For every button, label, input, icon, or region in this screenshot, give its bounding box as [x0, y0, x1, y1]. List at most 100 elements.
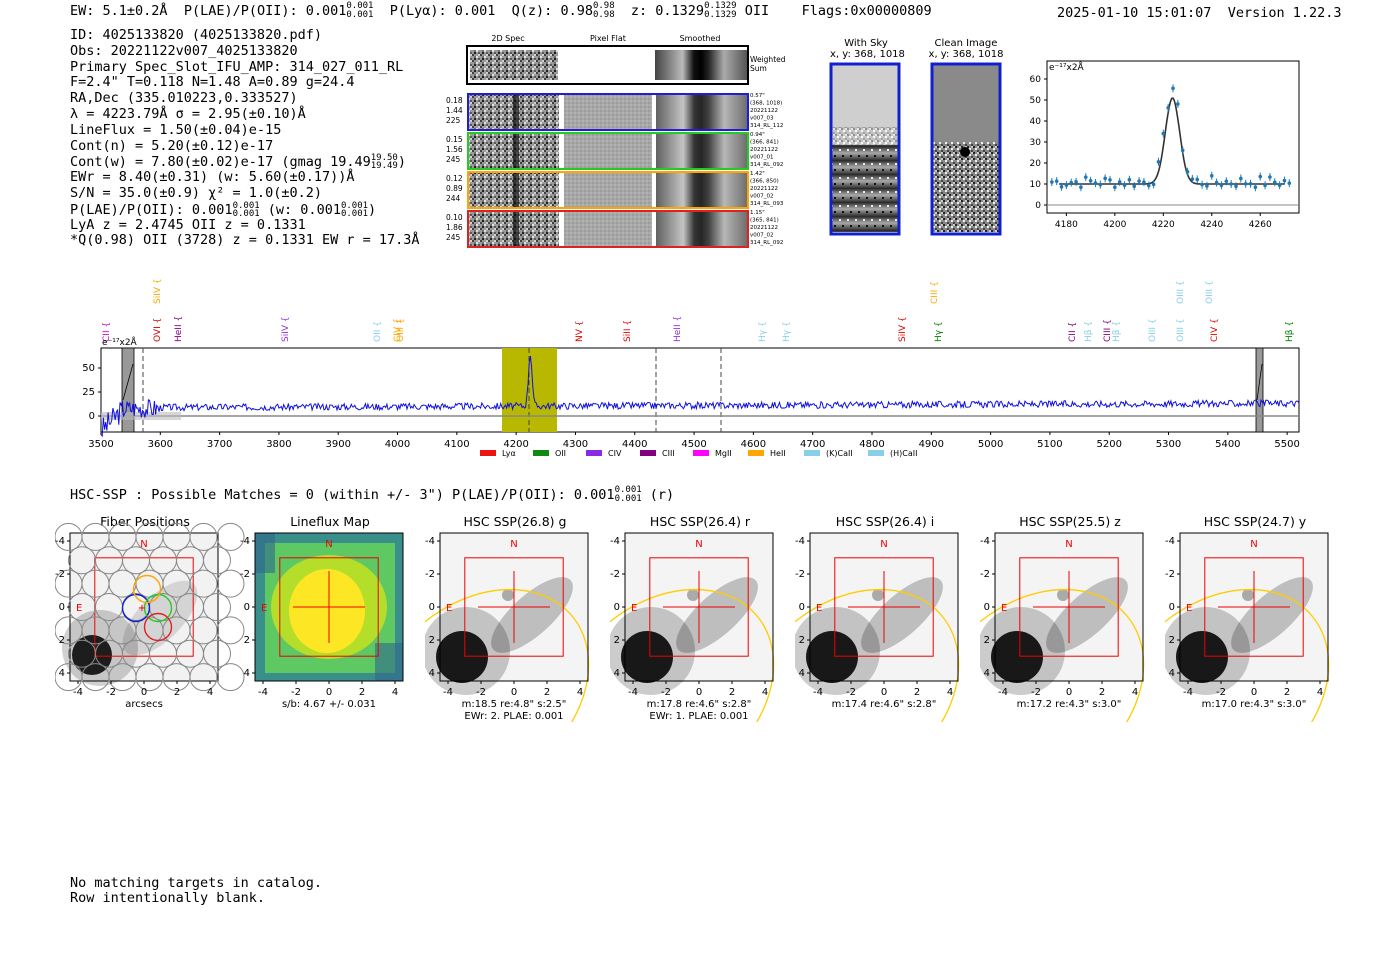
cutout-row-meta: 20221122 [750, 108, 778, 114]
zoom-data-point [1074, 180, 1078, 184]
zoom-data-point [1083, 175, 1088, 179]
cutout-smoothed [656, 94, 747, 130]
thumbnail-panel: HSC SSP(25.5) z N E -4 4 -2 2 0 0 2 -2 4 -4 m:17.2 re… [925, 512, 1170, 798]
legend-swatch [533, 450, 549, 456]
fiber-circle [216, 616, 245, 645]
plae-line-sub: 0.001 [232, 208, 260, 219]
zoom-data-point [1176, 102, 1180, 106]
aperture-box [1019, 557, 1119, 657]
thumb-x-tick: 0 [881, 687, 887, 698]
spectral-line-label-high: OIII { [1205, 280, 1215, 304]
thumb-y-tick: 0 [799, 602, 805, 613]
cutout-row-meta: v007_02 [750, 194, 774, 200]
spectrum-x-tick: 3800 [266, 439, 291, 450]
spectral-line-label: Hγ { [758, 321, 768, 342]
highlighted-fiber [143, 612, 173, 642]
cutout-smoothed [656, 133, 747, 169]
thumb-y-tick: 0 [984, 602, 990, 613]
legend-swatch [640, 450, 656, 456]
cutout-row-value: 1.56 [446, 145, 463, 154]
lineflux-line: LineFlux = 1.50(±0.04)e-15 [70, 121, 282, 138]
thumb-x-tick: -2 [846, 687, 856, 698]
thumb-x-tick: -4 [628, 687, 638, 698]
zoom-data-point [1287, 181, 1292, 185]
obs-line: Obs: 20221122v007_4025133820 [70, 42, 298, 59]
thumb-x-tick: 0 [141, 687, 147, 698]
thumb-x-tick: -4 [813, 687, 823, 698]
spectrum-x-tick: 5200 [1096, 439, 1121, 450]
legend-swatch [748, 450, 764, 456]
zoom-data-point [1243, 181, 1248, 186]
zoom-data-point [1282, 178, 1287, 183]
flags-value: Flags:0x00000809 [801, 3, 932, 19]
cutout-row-meta: (365, 841) [750, 218, 779, 224]
legend-label: (K)CaII [826, 449, 853, 458]
spectrum-y-tick: 50 [82, 363, 95, 374]
thumb-y-tick: -4 [425, 536, 435, 547]
thumbnail-caption: m:17.2 re:4.3" s:3.0" [1017, 699, 1122, 710]
zoom-data-point [1219, 183, 1224, 188]
hsc-band: (r) [649, 487, 675, 503]
zoom-data-point [1059, 184, 1064, 189]
zoom-y-tick: 40 [1030, 117, 1042, 127]
thumbnail-panel: Lineflux Map N E -4 4 -2 2 0 0 2 -2 4 -4 s/b: 4.67 +/… [240, 512, 430, 722]
weighted-smoothed [655, 50, 747, 80]
thumb-x-tick: 2 [174, 687, 180, 698]
legend-label: OII [555, 449, 566, 458]
sky-images [829, 62, 1002, 236]
thumb-x-tick: 2 [1284, 687, 1290, 698]
line-zoom-plot: e⁻¹⁷x2Å 0 10 20 30 40 50 60 4180 4200 4220 4240 42… [1030, 60, 1300, 230]
footer-line-2: Row intentionally blank. [70, 890, 266, 906]
cutout-row-meta: 314_RL_092 [750, 162, 783, 168]
cutout-row-value: 0.18 [446, 96, 463, 105]
thumb-x-tick: -4 [73, 687, 83, 698]
legend-swatch [586, 450, 602, 456]
spectrum-x-tick: 3500 [88, 439, 113, 450]
cutout-row-meta: v007_02 [750, 233, 774, 239]
zoom-data-point [1122, 183, 1127, 188]
thumb-x-tick: -2 [476, 687, 486, 698]
thumb-x-tick: -2 [1031, 687, 1041, 698]
spectrum-x-tick: 4800 [859, 439, 884, 450]
contw-line: Cont(w) = 7.80(±0.02)e-17 (gmag 19.4919.… [70, 153, 406, 172]
north-label: N [1250, 539, 1257, 550]
plae-sub: 0.001 [346, 10, 374, 20]
thumb-y-tick: -4 [980, 536, 990, 547]
spectrum-x-tick: 5500 [1274, 439, 1299, 450]
spectrum-x-tick: 5000 [978, 439, 1003, 450]
zoom-data-point [1088, 178, 1093, 183]
thumbnail-title: HSC SSP(26.8) g [464, 514, 567, 529]
cutout-row-meta: 314_RL_092 [750, 240, 783, 246]
fiber-circle [216, 569, 245, 598]
thumb-x-tick: 2 [544, 687, 550, 698]
cutout-flat [564, 133, 652, 169]
zoom-data-point [1200, 182, 1204, 187]
detection-info: ID: 4025133820 (4025133820.pdf) Obs: 202… [70, 27, 420, 249]
north-label: N [140, 539, 147, 550]
zoom-data-point [1156, 159, 1161, 164]
thumb-x-tick: -2 [291, 687, 301, 698]
zoom-data-point [1108, 178, 1112, 182]
legend-swatch [693, 450, 709, 456]
thumb-y-tick: -4 [795, 536, 805, 547]
qz-sub: 0.98 [592, 10, 615, 20]
fiber-circle [216, 663, 245, 692]
spectrum-unit-label: e⁻¹⁷x2Å [102, 336, 138, 348]
zoom-data-point [1205, 184, 1209, 188]
cutout-row-value: 245 [446, 233, 461, 242]
thumb-x-tick: -2 [1216, 687, 1226, 698]
thumb-x-tick: -2 [106, 687, 116, 698]
zoom-data-point [1161, 131, 1166, 136]
legend-swatch [868, 450, 884, 456]
spectrum-x-tick: 4700 [800, 439, 825, 450]
thumb-y-tick: 2 [799, 635, 805, 646]
spectrum-y-ticks: 0 25 50 [82, 363, 101, 422]
thumb-y-tick: 2 [614, 635, 620, 646]
cutout-smoothed [656, 211, 747, 247]
plae-w-sup: 0.001 [340, 200, 369, 211]
cutout-row-value: 0.15 [446, 135, 463, 144]
fiber-circle [203, 593, 231, 621]
aperture-box [649, 557, 749, 657]
